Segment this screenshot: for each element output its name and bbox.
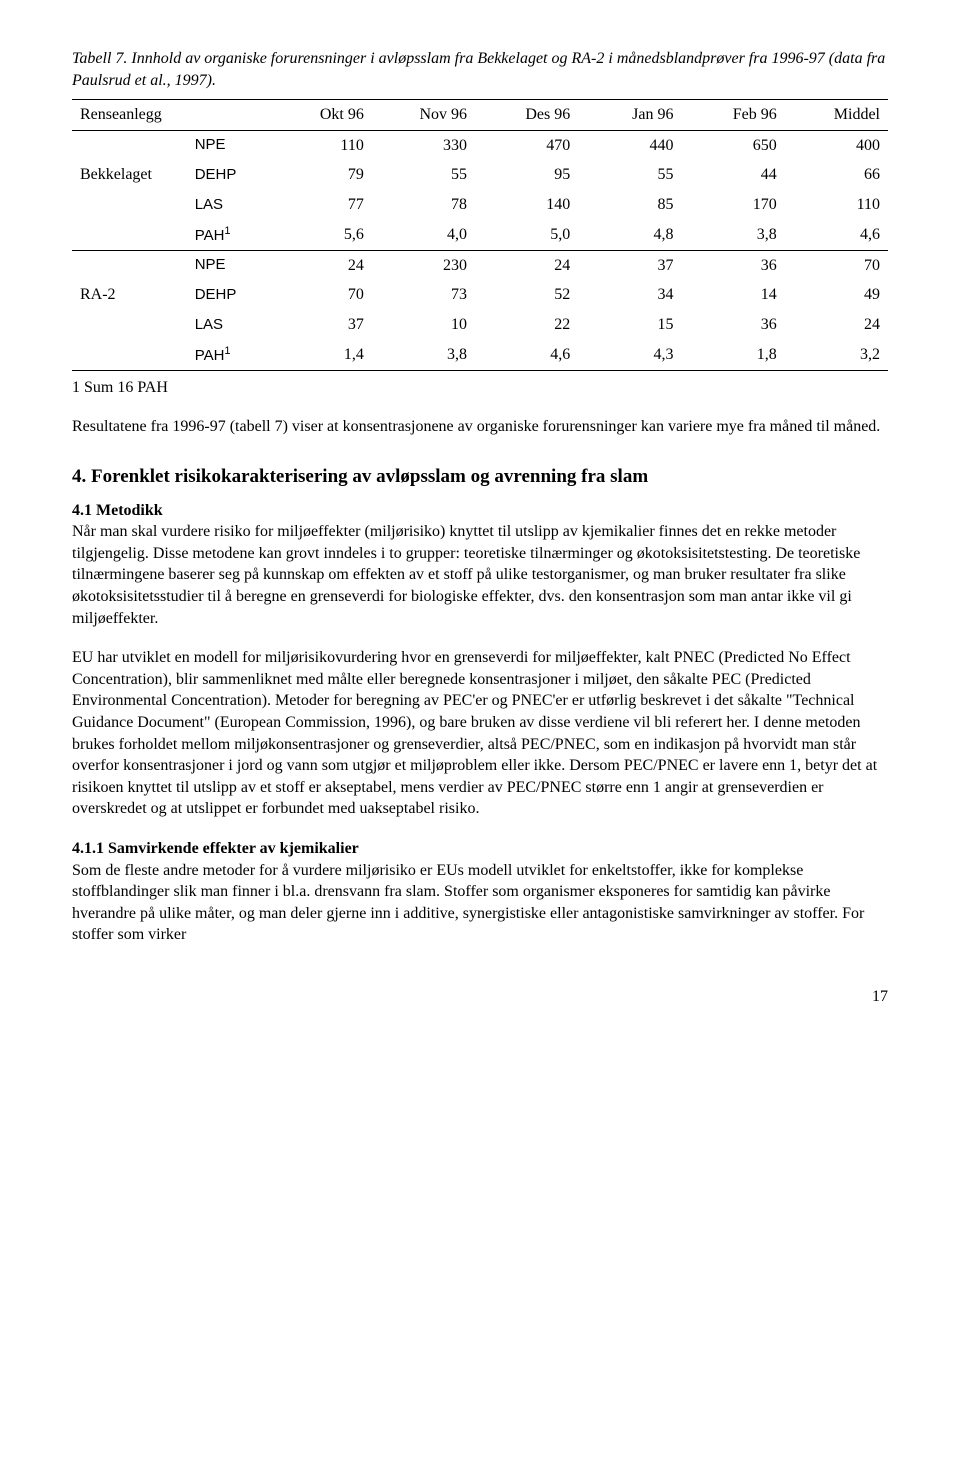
pah-label: PAH: [195, 227, 225, 244]
data-cell: 5,0: [475, 220, 578, 251]
data-cell: 55: [372, 160, 475, 190]
pah-sup: 1: [224, 225, 230, 237]
table-row: LAS 37 10 22 15 36 24: [72, 310, 888, 340]
paragraph: Resultatene fra 1996-97 (tabell 7) viser…: [72, 416, 888, 438]
data-cell: 10: [372, 310, 475, 340]
table-row: NPE 24 230 24 37 36 70: [72, 250, 888, 280]
data-cell: 4,6: [475, 340, 578, 371]
data-cell: 49: [785, 280, 888, 310]
plant-cell: [72, 310, 187, 340]
var-cell: DEHP: [187, 160, 269, 190]
var-cell: PAH1: [187, 220, 269, 251]
page-number: 17: [72, 986, 888, 1008]
header-cell: Nov 96: [372, 100, 475, 131]
data-cell: 36: [681, 250, 784, 280]
data-cell: 1,8: [681, 340, 784, 371]
data-cell: 85: [578, 190, 681, 220]
table-row: RA-2 DEHP 70 73 52 34 14 49: [72, 280, 888, 310]
data-cell: 3,8: [372, 340, 475, 371]
var-cell: DEHP: [187, 280, 269, 310]
subsection-4-1-1-body: Som de fleste andre metoder for å vurder…: [72, 862, 864, 944]
data-cell: 170: [681, 190, 784, 220]
var-cell: PAH1: [187, 340, 269, 371]
data-cell: 650: [681, 130, 784, 160]
header-cell: Middel: [785, 100, 888, 131]
data-cell: 15: [578, 310, 681, 340]
pah-label: PAH: [195, 347, 225, 364]
data-cell: 79: [269, 160, 372, 190]
data-table: Renseanlegg Okt 96 Nov 96 Des 96 Jan 96 …: [72, 99, 888, 371]
paragraph: EU har utviklet en modell for miljørisik…: [72, 647, 888, 820]
table-row: PAH1 1,4 3,8 4,6 4,3 1,8 3,2: [72, 340, 888, 371]
data-cell: 440: [578, 130, 681, 160]
data-cell: 55: [578, 160, 681, 190]
header-cell: Okt 96: [269, 100, 372, 131]
pah-sup: 1: [224, 345, 230, 357]
data-cell: 4,6: [785, 220, 888, 251]
header-cell: Des 96: [475, 100, 578, 131]
data-cell: 36: [681, 310, 784, 340]
data-cell: 330: [372, 130, 475, 160]
plant-cell: Bekkelaget: [72, 160, 187, 190]
data-cell: 4,0: [372, 220, 475, 251]
var-cell: LAS: [187, 190, 269, 220]
section-4-title: 4. Forenklet risikokarakterisering av av…: [72, 464, 888, 490]
table-header-row: Renseanlegg Okt 96 Nov 96 Des 96 Jan 96 …: [72, 100, 888, 131]
table-footnote: 1 Sum 16 PAH: [72, 377, 888, 399]
data-cell: 66: [785, 160, 888, 190]
table-row: NPE 110 330 470 440 650 400: [72, 130, 888, 160]
paragraph: 4.1.1 Samvirkende effekter av kjemikalie…: [72, 838, 888, 946]
data-cell: 77: [269, 190, 372, 220]
data-cell: 110: [785, 190, 888, 220]
data-cell: 52: [475, 280, 578, 310]
plant-cell: [72, 190, 187, 220]
data-cell: 44: [681, 160, 784, 190]
data-cell: 110: [269, 130, 372, 160]
var-cell: NPE: [187, 130, 269, 160]
data-cell: 4,3: [578, 340, 681, 371]
header-cell: Feb 96: [681, 100, 784, 131]
table-row: Bekkelaget DEHP 79 55 95 55 44 66: [72, 160, 888, 190]
data-cell: 24: [269, 250, 372, 280]
subsection-4-1-1-title: 4.1.1 Samvirkende effekter av kjemikalie…: [72, 840, 359, 857]
data-cell: 22: [475, 310, 578, 340]
subsection-4-1-body: Når man skal vurdere risiko for miljøeff…: [72, 523, 860, 626]
data-cell: 73: [372, 280, 475, 310]
data-cell: 1,4: [269, 340, 372, 371]
data-cell: 4,8: [578, 220, 681, 251]
plant-cell: RA-2: [72, 280, 187, 310]
data-cell: 24: [785, 310, 888, 340]
header-cell: Renseanlegg: [72, 100, 187, 131]
data-cell: 5,6: [269, 220, 372, 251]
data-cell: 34: [578, 280, 681, 310]
data-cell: 140: [475, 190, 578, 220]
data-cell: 37: [578, 250, 681, 280]
data-cell: 470: [475, 130, 578, 160]
subsection-4-1-title: 4.1 Metodikk: [72, 502, 163, 519]
header-cell: Jan 96: [578, 100, 681, 131]
data-cell: 230: [372, 250, 475, 280]
data-cell: 24: [475, 250, 578, 280]
data-cell: 78: [372, 190, 475, 220]
data-cell: 70: [785, 250, 888, 280]
table-row: PAH1 5,6 4,0 5,0 4,8 3,8 4,6: [72, 220, 888, 251]
plant-cell: [72, 130, 187, 160]
var-cell: NPE: [187, 250, 269, 280]
data-cell: 14: [681, 280, 784, 310]
header-cell: [187, 100, 269, 131]
var-cell: LAS: [187, 310, 269, 340]
data-cell: 3,8: [681, 220, 784, 251]
plant-cell: [72, 250, 187, 280]
plant-cell: [72, 220, 187, 251]
plant-cell: [72, 340, 187, 371]
table-row: LAS 77 78 140 85 170 110: [72, 190, 888, 220]
data-cell: 400: [785, 130, 888, 160]
table-caption: Tabell 7. Innhold av organiske forurensn…: [72, 48, 888, 91]
data-cell: 70: [269, 280, 372, 310]
data-cell: 95: [475, 160, 578, 190]
data-cell: 37: [269, 310, 372, 340]
paragraph: 4.1 Metodikk Når man skal vurdere risiko…: [72, 500, 888, 630]
data-cell: 3,2: [785, 340, 888, 371]
